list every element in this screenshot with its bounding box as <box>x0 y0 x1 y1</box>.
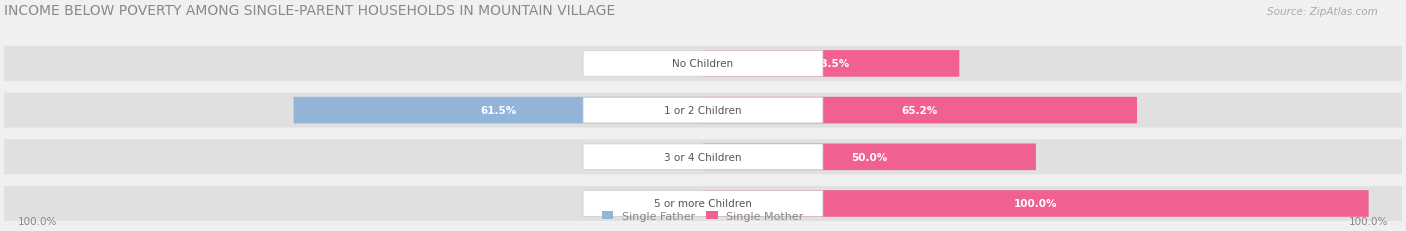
Text: No Children: No Children <box>672 59 734 69</box>
Text: INCOME BELOW POVERTY AMONG SINGLE-PARENT HOUSEHOLDS IN MOUNTAIN VILLAGE: INCOME BELOW POVERTY AMONG SINGLE-PARENT… <box>4 4 616 18</box>
FancyBboxPatch shape <box>4 93 1402 128</box>
FancyBboxPatch shape <box>4 186 1402 221</box>
Text: 5 or more Children: 5 or more Children <box>654 199 752 209</box>
FancyBboxPatch shape <box>583 51 823 77</box>
FancyBboxPatch shape <box>583 191 823 216</box>
FancyBboxPatch shape <box>583 98 823 123</box>
Text: 3 or 4 Children: 3 or 4 Children <box>664 152 742 162</box>
Text: 65.2%: 65.2% <box>901 106 938 116</box>
FancyBboxPatch shape <box>703 190 1368 217</box>
FancyBboxPatch shape <box>703 144 1036 170</box>
FancyBboxPatch shape <box>703 51 959 77</box>
Text: Source: ZipAtlas.com: Source: ZipAtlas.com <box>1267 7 1378 17</box>
FancyBboxPatch shape <box>294 97 703 124</box>
Text: 100.0%: 100.0% <box>1350 216 1389 226</box>
FancyBboxPatch shape <box>4 140 1402 175</box>
Text: 100.0%: 100.0% <box>1014 199 1057 209</box>
Text: 38.5%: 38.5% <box>813 59 849 69</box>
Text: 0.0%: 0.0% <box>664 199 690 209</box>
FancyBboxPatch shape <box>703 97 1137 124</box>
Text: 50.0%: 50.0% <box>851 152 887 162</box>
Text: 61.5%: 61.5% <box>481 106 516 116</box>
Text: 100.0%: 100.0% <box>17 216 56 226</box>
Text: 0.0%: 0.0% <box>664 152 690 162</box>
Text: 0.0%: 0.0% <box>664 59 690 69</box>
Legend: Single Father, Single Mother: Single Father, Single Mother <box>598 207 808 225</box>
FancyBboxPatch shape <box>583 144 823 170</box>
FancyBboxPatch shape <box>4 47 1402 82</box>
Text: 1 or 2 Children: 1 or 2 Children <box>664 106 742 116</box>
